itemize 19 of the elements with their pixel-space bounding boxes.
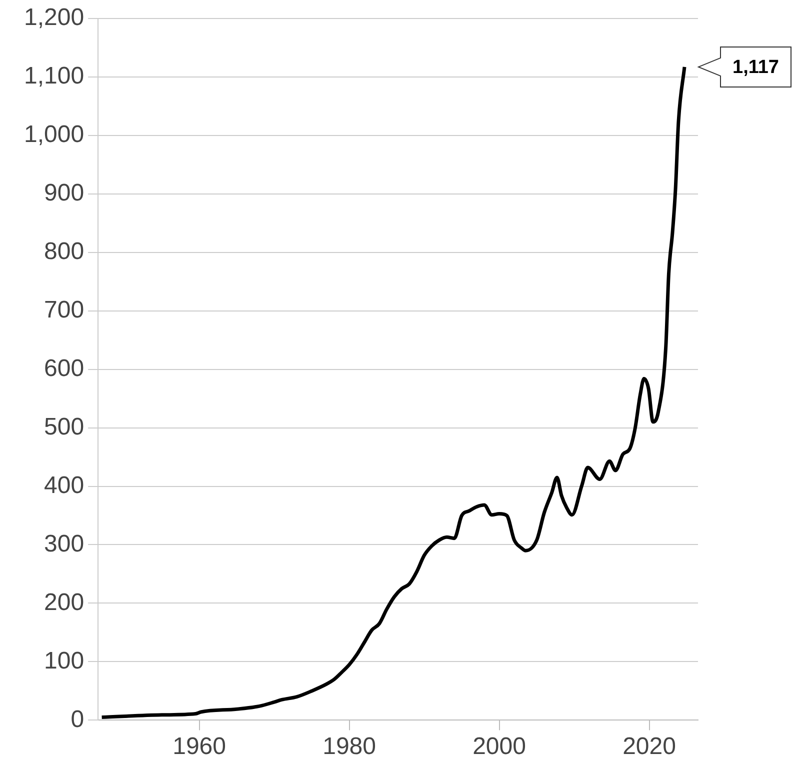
- line-series: [100, 65, 686, 720]
- x-tick-label: 2000: [472, 733, 526, 760]
- y-tick-label: 600: [44, 354, 84, 382]
- x-tick-label: 1980: [322, 733, 376, 760]
- y-tick-label: 300: [44, 530, 84, 558]
- y-tick-label: 500: [44, 413, 84, 440]
- y-tick-label: 900: [44, 179, 84, 206]
- x-tick-label: 2020: [622, 733, 676, 760]
- y-tick-label: 0: [70, 706, 84, 733]
- y-tick-label: 200: [44, 588, 84, 616]
- y-tick-label: 800: [44, 238, 84, 265]
- y-tick-label: 400: [44, 472, 84, 499]
- y-tick-label: 700: [44, 296, 84, 324]
- y-tick-label: 1,200: [24, 4, 84, 32]
- annotation: 1,117: [732, 57, 779, 78]
- x-tick-label: 1960: [172, 733, 226, 760]
- y-tick-label: 1,000: [24, 120, 84, 148]
- y-tick-label: 1,100: [24, 62, 84, 90]
- y-tick-label: 100: [44, 647, 84, 674]
